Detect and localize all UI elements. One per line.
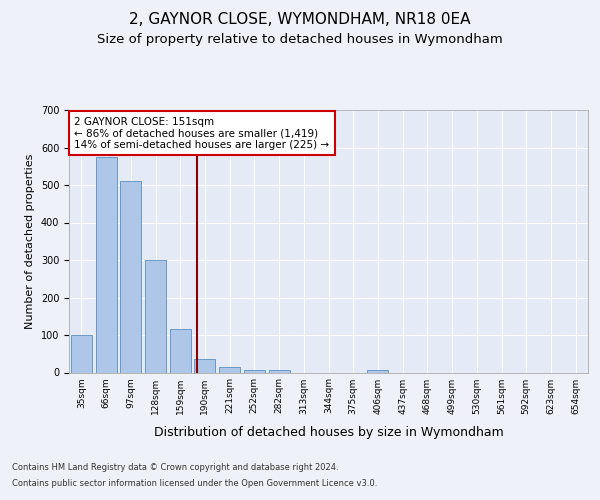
Bar [71,335,92,372]
Text: Size of property relative to detached houses in Wymondham: Size of property relative to detached ho… [97,32,503,46]
Y-axis label: Number of detached properties: Number of detached properties [25,154,35,329]
Text: Contains HM Land Registry data © Crown copyright and database right 2024.: Contains HM Land Registry data © Crown c… [12,464,338,472]
Bar [120,181,141,372]
Bar [219,367,240,372]
Text: Contains public sector information licensed under the Open Government Licence v3: Contains public sector information licen… [12,478,377,488]
Bar [145,260,166,372]
Bar [244,370,265,372]
Text: 2 GAYNOR CLOSE: 151sqm
← 86% of detached houses are smaller (1,419)
14% of semi-: 2 GAYNOR CLOSE: 151sqm ← 86% of detached… [74,116,329,150]
Bar [95,157,116,372]
Bar [269,370,290,372]
Bar [194,358,215,372]
Bar [170,330,191,372]
Text: Distribution of detached houses by size in Wymondham: Distribution of detached houses by size … [154,426,503,439]
Bar [367,370,388,372]
Text: 2, GAYNOR CLOSE, WYMONDHAM, NR18 0EA: 2, GAYNOR CLOSE, WYMONDHAM, NR18 0EA [129,12,471,28]
